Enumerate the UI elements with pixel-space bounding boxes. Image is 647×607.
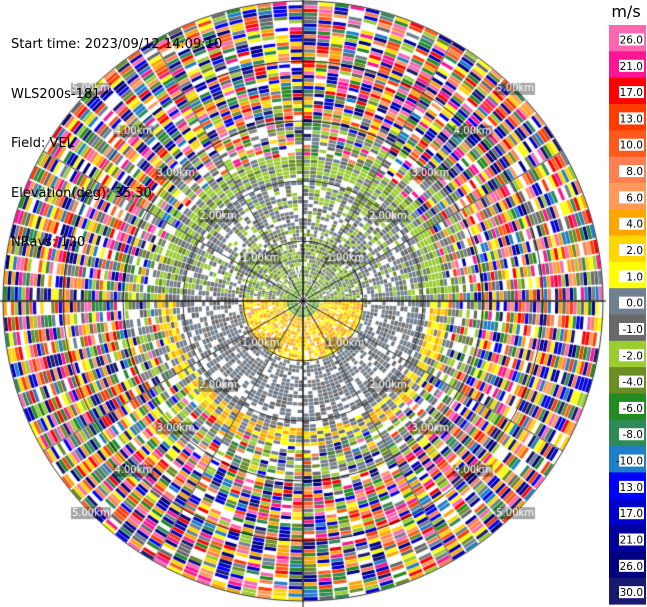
colorbar-tick-bg (619, 191, 644, 204)
colorbar-tick-label: 13.0 (620, 113, 643, 125)
colorbar-tick-label: -6.0 (623, 403, 644, 415)
colorbar-tick-bg (619, 349, 644, 362)
colorbar-unit: m/s (611, 2, 640, 21)
colorbar-tick-bg (619, 296, 644, 309)
colorbar-tick-label: -21.0 (616, 535, 643, 547)
colorbar-tick-label: 8.0 (626, 166, 643, 178)
colorbar-tick-label: 6.0 (626, 192, 643, 204)
colorbar-tick-bg (619, 428, 644, 441)
colorbar-tick-label: -26.0 (616, 561, 643, 573)
colorbar-tick-bg (619, 480, 644, 493)
colorbar-tick-label: 21.0 (620, 61, 643, 73)
colorbar-tick-label: -10.0 (616, 456, 643, 468)
colorbar-tick-bg (619, 586, 644, 599)
nrays-label: NRays: 120 (11, 235, 86, 250)
colorbar-tick-label: -30.0 (616, 587, 643, 599)
colorbar-tick-label: 4.0 (626, 219, 643, 231)
colorbar-tick-bg (619, 375, 644, 388)
colorbar-tick-label: 2.0 (626, 245, 643, 257)
scan-info: Start time: 2023/09/12 14:09:10 WLS200s-… (11, 4, 222, 268)
colorbar-tick-bg (619, 112, 644, 125)
colorbar-tick-bg (619, 165, 644, 178)
instrument-label: WLS200s-181 (11, 86, 101, 102)
colorbar-tick-bg (619, 559, 644, 572)
colorbar-tick-bg (619, 33, 644, 46)
colorbar-tick-label: -2.0 (623, 350, 644, 362)
colorbar-tick-label: 10.0 (620, 140, 643, 152)
start-time-label: Start time: 2023/09/12 14:09:10 (11, 37, 223, 52)
colorbar-tick-bg (619, 270, 644, 283)
colorbar-tick-bg (619, 401, 644, 414)
colorbar-tick-label: -1.0 (623, 324, 644, 336)
colorbar-tick-bg (619, 217, 644, 230)
colorbar-tick-bg (619, 86, 644, 99)
colorbar-tick-bg (619, 322, 644, 335)
colorbar-tick-label: -13.0 (616, 482, 643, 494)
colorbar-tick-label: 17.0 (620, 87, 643, 99)
ppi-scan-plot (0, 0, 606, 607)
colorbar-tick-bg (619, 454, 644, 467)
field-label: Field: VEL (11, 136, 74, 151)
colorbar-tick-bg (619, 533, 644, 546)
colorbar-tick-label: -4.0 (623, 377, 644, 389)
colorbar-tick-label: 0.0 (626, 298, 643, 310)
colorbar-tick-bg (619, 244, 644, 257)
colorbar-tick-bg (619, 59, 644, 72)
colorbar-tick-label: -8.0 (623, 429, 644, 441)
colorbar-tick-label: 26.0 (620, 34, 643, 46)
colorbar-tick-label: 1.0 (626, 271, 643, 283)
colorbar-tick-label: -17.0 (616, 508, 643, 520)
elevation-label: Elevation(deg): 35.30 (11, 185, 152, 201)
colorbar-tick-bg (619, 507, 644, 520)
colorbar: m/s 26.0 21.0 17.0 13.0 10.0 8.0 6.0 4.0 2.0 1.0 0.… (609, 2, 646, 605)
colorbar-tick-bg (619, 138, 644, 151)
